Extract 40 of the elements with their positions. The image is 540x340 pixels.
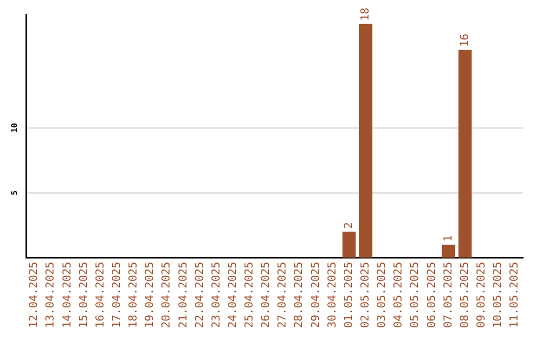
x-tick-label: 07.05.2025 — [441, 262, 454, 328]
x-tick-label: 29.04.2025 — [308, 262, 322, 328]
x-tick-label: 24.04.2025 — [226, 262, 239, 328]
y-tick-label: 10 — [10, 122, 20, 133]
x-tick-label: 28.04.2025 — [292, 262, 306, 328]
y-tick-label: 5 — [10, 190, 20, 196]
x-tick-label: 13.04.2025 — [44, 262, 57, 328]
x-tick-label: 11.05.2025 — [508, 262, 521, 328]
x-tick-label: 01.05.2025 — [342, 262, 355, 328]
x-tick-label: 18.04.2025 — [126, 262, 140, 328]
x-tick-label: 19.04.2025 — [143, 262, 156, 328]
x-tick-label: 04.05.2025 — [392, 262, 405, 328]
x-tick-label: 14.04.2025 — [60, 262, 74, 328]
data-label: 2 — [342, 222, 355, 229]
data-label: 1 — [441, 235, 454, 242]
x-tick-label: 02.05.2025 — [358, 262, 372, 328]
x-tick-label: 08.05.2025 — [458, 262, 471, 328]
x-tick-label: 05.05.2025 — [408, 262, 422, 328]
x-tick-label: 25.04.2025 — [242, 262, 256, 328]
x-tick-label: 23.04.2025 — [209, 262, 222, 328]
x-tick-label: 17.04.2025 — [110, 262, 123, 328]
x-tick-label: 20.04.2025 — [160, 262, 173, 328]
x-tick-label: 26.04.2025 — [259, 262, 272, 328]
x-tick-label: 27.04.2025 — [276, 262, 289, 328]
x-tick-label: 10.05.2025 — [491, 262, 504, 328]
x-tick-label: 21.04.2025 — [176, 262, 190, 328]
x-tick-label: 03.05.2025 — [375, 262, 388, 328]
bar — [342, 232, 356, 258]
x-tick-label: 06.05.2025 — [424, 262, 438, 328]
data-label: 16 — [458, 34, 471, 47]
bar — [442, 244, 456, 258]
data-label: 18 — [358, 8, 372, 21]
x-tick-label: 15.04.2025 — [76, 262, 90, 328]
x-tick-label: 16.04.2025 — [93, 262, 106, 328]
bar — [359, 24, 372, 258]
x-tick-label: 09.05.2025 — [474, 262, 488, 328]
bar — [458, 50, 472, 258]
x-tick-label: 30.04.2025 — [325, 262, 338, 328]
x-tick-label: 12.04.2025 — [27, 262, 40, 328]
x-tick-label: 22.04.2025 — [192, 262, 206, 328]
